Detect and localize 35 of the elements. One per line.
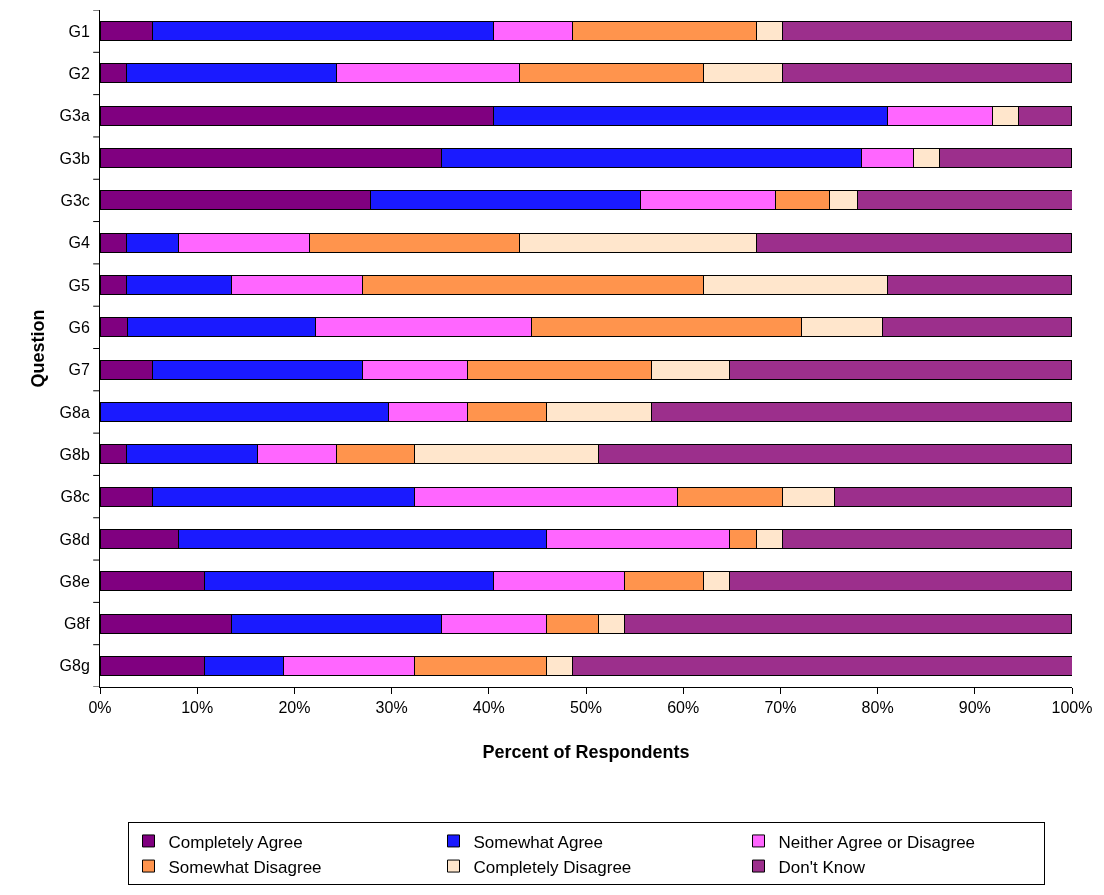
y-tick-label: G8b <box>59 445 90 463</box>
legend-label: Completely Agree <box>168 832 303 852</box>
legend-label: Don't Know <box>778 857 866 877</box>
y-tick-label: G8g <box>59 657 90 675</box>
x-tick-label: 10% <box>181 699 214 717</box>
y-tick-label: G8c <box>60 488 90 506</box>
legend-label: Neither Agree or Disagree <box>778 832 976 852</box>
x-tick-label: 60% <box>667 699 700 717</box>
y-tick-label: G3b <box>59 149 90 167</box>
y-tick-label: G5 <box>68 276 90 294</box>
x-tick-label: 30% <box>375 699 408 717</box>
y-tick-label: G3a <box>59 107 90 125</box>
x-tick-label: 100% <box>1051 699 1093 717</box>
y-tick-label: G8e <box>59 572 90 590</box>
y-tick-label: G3c <box>60 192 90 210</box>
y-tick-label: G8a <box>59 403 90 421</box>
x-tick-label: 80% <box>861 699 894 717</box>
y-tick-label: G4 <box>68 234 90 252</box>
y-tick-label: G2 <box>68 65 90 83</box>
x-tick-label: 40% <box>472 699 505 717</box>
y-tick-label: G6 <box>68 318 90 336</box>
y-tick-label: G8d <box>59 530 90 548</box>
legend-label: Somewhat Disagree <box>168 857 322 877</box>
y-axis-title: Question <box>27 309 48 388</box>
y-tick-label: G1 <box>68 22 90 40</box>
y-tick-label: G7 <box>68 361 90 379</box>
y-tick-label: G8f <box>64 615 91 633</box>
legend-label: Somewhat Agree <box>473 832 603 852</box>
x-tick-label: 70% <box>764 699 797 717</box>
x-tick-label: 50% <box>569 699 603 717</box>
x-axis-title: Percent of Respondents <box>482 742 690 763</box>
x-tick-label: 20% <box>278 699 311 717</box>
x-tick-label: 90% <box>958 699 991 717</box>
legend-label: Completely Disagree <box>473 857 632 877</box>
x-tick-label: 0% <box>88 699 112 717</box>
